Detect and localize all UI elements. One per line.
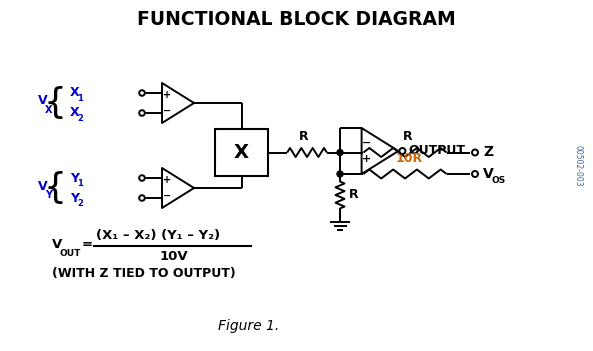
Text: 2: 2 [77, 114, 83, 123]
Text: +: + [162, 91, 171, 100]
Text: −: − [362, 138, 371, 148]
Text: X: X [234, 143, 249, 162]
Circle shape [139, 175, 145, 181]
Text: R: R [299, 131, 309, 144]
Text: Z: Z [483, 146, 493, 159]
Text: FUNCTIONAL BLOCK DIAGRAM: FUNCTIONAL BLOCK DIAGRAM [137, 10, 456, 29]
Text: {: { [43, 86, 66, 120]
Circle shape [472, 150, 478, 155]
Circle shape [139, 110, 145, 116]
Text: Figure 1.: Figure 1. [218, 319, 280, 333]
Text: {: { [43, 171, 66, 205]
Bar [215, 129, 268, 176]
Text: −: − [162, 106, 171, 115]
Circle shape [337, 150, 343, 155]
Text: Y: Y [70, 172, 79, 185]
Text: V: V [52, 238, 62, 252]
Text: =: = [82, 238, 93, 252]
Text: OUTPUT: OUTPUT [409, 145, 466, 158]
Circle shape [400, 148, 406, 154]
Text: V: V [38, 179, 47, 192]
Text: X: X [70, 106, 79, 119]
Circle shape [472, 171, 478, 177]
Text: Y: Y [45, 190, 52, 200]
Text: R: R [403, 131, 412, 144]
Text: 00502-003: 00502-003 [573, 145, 582, 187]
Text: 2: 2 [77, 199, 83, 208]
Text: −: − [162, 191, 171, 201]
Text: 1: 1 [77, 179, 83, 188]
Circle shape [139, 195, 145, 201]
Text: X: X [70, 86, 79, 99]
Text: 10V: 10V [159, 250, 188, 263]
Text: +: + [362, 154, 371, 164]
Circle shape [139, 90, 145, 96]
Circle shape [337, 171, 343, 177]
Text: OS: OS [491, 176, 505, 185]
Text: X: X [45, 105, 53, 115]
Text: V: V [38, 94, 47, 107]
Text: R: R [349, 188, 359, 201]
Text: +: + [162, 176, 171, 185]
Text: (WITH Z TIED TO OUTPUT): (WITH Z TIED TO OUTPUT) [52, 267, 236, 280]
Text: Y: Y [70, 192, 79, 205]
Text: OUT: OUT [60, 249, 81, 258]
Text: (X₁ – X₂) (Y₁ – Y₂): (X₁ – X₂) (Y₁ – Y₂) [96, 229, 220, 241]
Text: 10R: 10R [396, 152, 423, 165]
Text: 1: 1 [77, 94, 83, 103]
Text: V: V [483, 167, 494, 181]
